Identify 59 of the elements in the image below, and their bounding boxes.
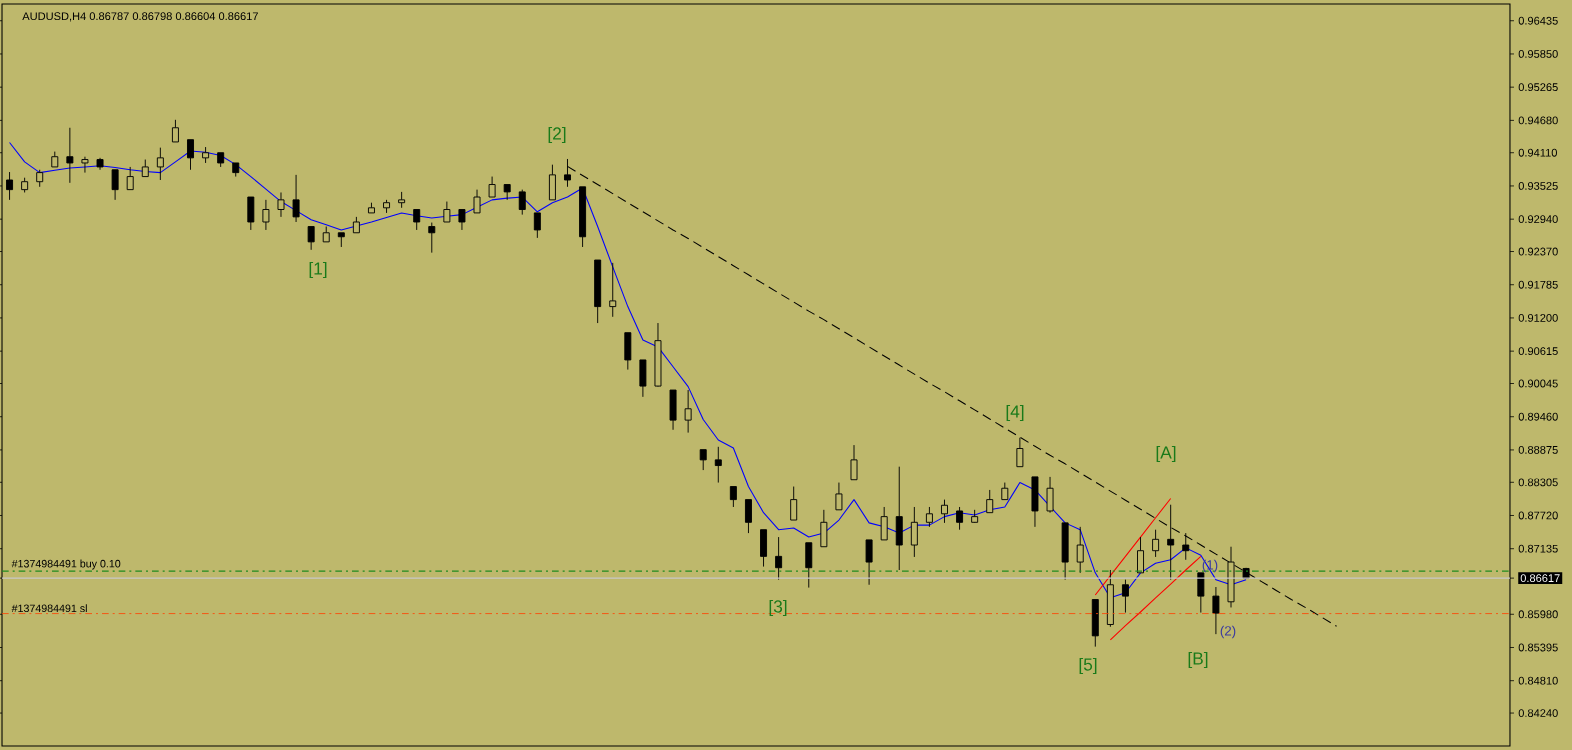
y-tick-label: 0.84240 [1518,709,1558,717]
candlestick [609,262,617,318]
y-tick-label: 0.92940 [1518,215,1558,224]
ref-line-label: #1374984491 sl [11,604,87,613]
y-tick-label: 0.90615 [1518,347,1558,356]
y-tick-label: 0.88875 [1518,446,1558,454]
annotation: [B] [1188,651,1208,669]
y-tick-label: 0.84810 [1518,676,1558,685]
candlestick [156,147,164,181]
candlestick [925,506,933,528]
candlestick [292,174,300,223]
line-series [1109,555,1202,641]
candlestick [910,506,918,558]
candlestick [1167,504,1175,581]
candlestick [714,446,722,484]
annotation: [1] [309,261,327,279]
y-tick-label: 0.91785 [1518,280,1558,289]
y-tick-label: 0.86617 [1520,574,1560,583]
candlestick [262,199,270,231]
candlestick [66,127,74,184]
y-tick-label: 0.94680 [1518,116,1558,125]
candlestick [1227,546,1235,608]
y-tick-label: 0.95265 [1518,83,1558,92]
y-tick-label: 0.93525 [1518,182,1558,190]
y-tick-label: 0.94110 [1518,148,1557,157]
y-tick-label: 0.92370 [1518,247,1558,256]
candlestick [96,157,104,171]
y-tick-label: 0.95850 [1518,50,1558,58]
candlestick [6,171,14,201]
annotation: [5] [1079,657,1097,675]
y-tick-label: 0.87720 [1518,511,1558,520]
candlestick [1046,476,1054,514]
annotation: [4] [1006,404,1024,422]
y-tick-label: 0.87135 [1518,544,1558,553]
y-tick-label: 0.89460 [1518,412,1558,421]
y-tick-label: 0.85980 [1518,610,1558,619]
candlestick [1152,529,1160,558]
y-tick-label: 0.91200 [1518,314,1558,322]
candlestick [941,499,948,524]
candlestick [1212,586,1220,635]
y-tick-label: 0.85395 [1518,643,1558,652]
annotation: [3] [769,599,787,617]
y-tick-label: 0.88305 [1518,478,1558,487]
candlestick [684,389,692,434]
candlestick [277,192,285,218]
candlestick [1076,526,1084,574]
annotation: [2] [548,126,566,144]
candlestick [895,466,903,571]
candlestick [1182,532,1190,561]
line-series [1094,497,1172,596]
y-tick-label: 0.90045 [1518,379,1558,388]
ref-line-label: #1374984491 buy 0.10 [11,559,121,570]
candlestick [398,191,406,209]
candlestick [81,156,89,174]
annotation: (2) [1220,625,1236,639]
candlestick [202,146,210,164]
text: AUDUSD,H4 0.86787 0.86798 0.86604 0.86617 [22,12,258,22]
y-tick-label: 0.96435 [1518,16,1558,25]
annotation: [A] [1156,445,1176,463]
